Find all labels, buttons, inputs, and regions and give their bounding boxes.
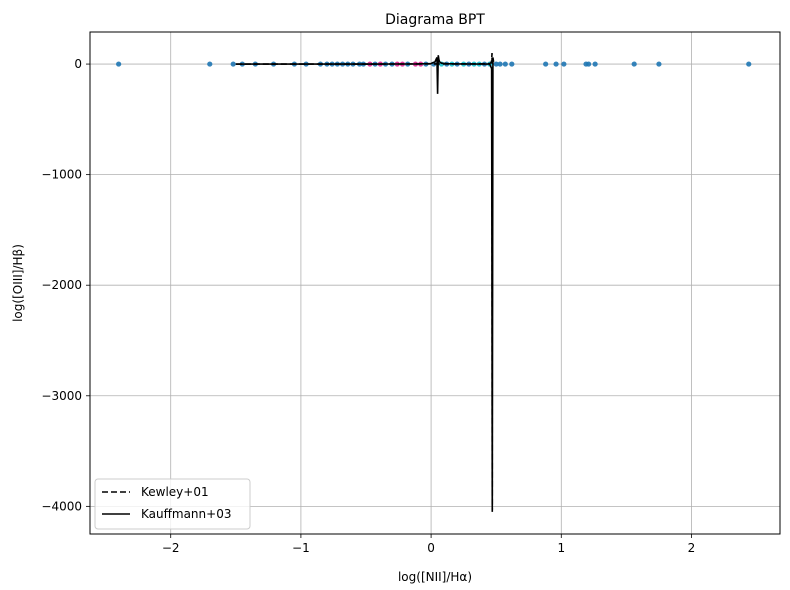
data-point <box>207 61 213 67</box>
data-point <box>592 61 598 67</box>
plot-background <box>90 32 780 534</box>
x-tick-label: −1 <box>292 541 310 555</box>
data-point <box>561 61 567 67</box>
legend-kewley-label: Kewley+01 <box>141 485 209 499</box>
y-tick-label: −4000 <box>41 499 82 513</box>
y-tick-label: −3000 <box>41 389 82 403</box>
data-point <box>230 61 236 67</box>
kauffmann-line <box>235 55 495 512</box>
demarcation-lines <box>235 52 495 512</box>
legend-box <box>94 478 251 530</box>
chart-title: Diagrama BPT <box>385 12 485 28</box>
data-point <box>493 61 499 67</box>
x-tick-label: 0 <box>427 541 435 555</box>
data-point <box>543 61 549 67</box>
legend: Kewley+01 Kauffmann+03 <box>94 478 251 530</box>
x-tick-label: 2 <box>688 541 696 555</box>
data-point <box>553 61 559 67</box>
data-point <box>497 61 503 67</box>
data-point <box>116 61 122 67</box>
data-point <box>656 61 662 67</box>
legend-kauffmann-label: Kauffmann+03 <box>141 507 231 521</box>
data-point <box>631 61 637 67</box>
y-axis-ticks: 0 −1000 −2000 −3000 −4000 <box>41 57 90 513</box>
x-axis-ticks: −2 −1 0 1 2 <box>162 534 695 555</box>
x-axis-label: log([NII]/Hα) <box>398 570 472 584</box>
data-point <box>586 61 592 67</box>
data-point <box>502 61 508 67</box>
y-axis-label: log([OIII]/Hβ) <box>11 244 25 322</box>
y-tick-label: −2000 <box>41 278 82 292</box>
y-tick-label: −1000 <box>41 168 82 182</box>
data-point <box>509 61 515 67</box>
x-tick-label: 1 <box>557 541 565 555</box>
x-tick-label: −2 <box>162 541 180 555</box>
y-tick-label: 0 <box>74 57 82 71</box>
plot-frame <box>89 31 781 535</box>
data-point <box>746 61 752 67</box>
